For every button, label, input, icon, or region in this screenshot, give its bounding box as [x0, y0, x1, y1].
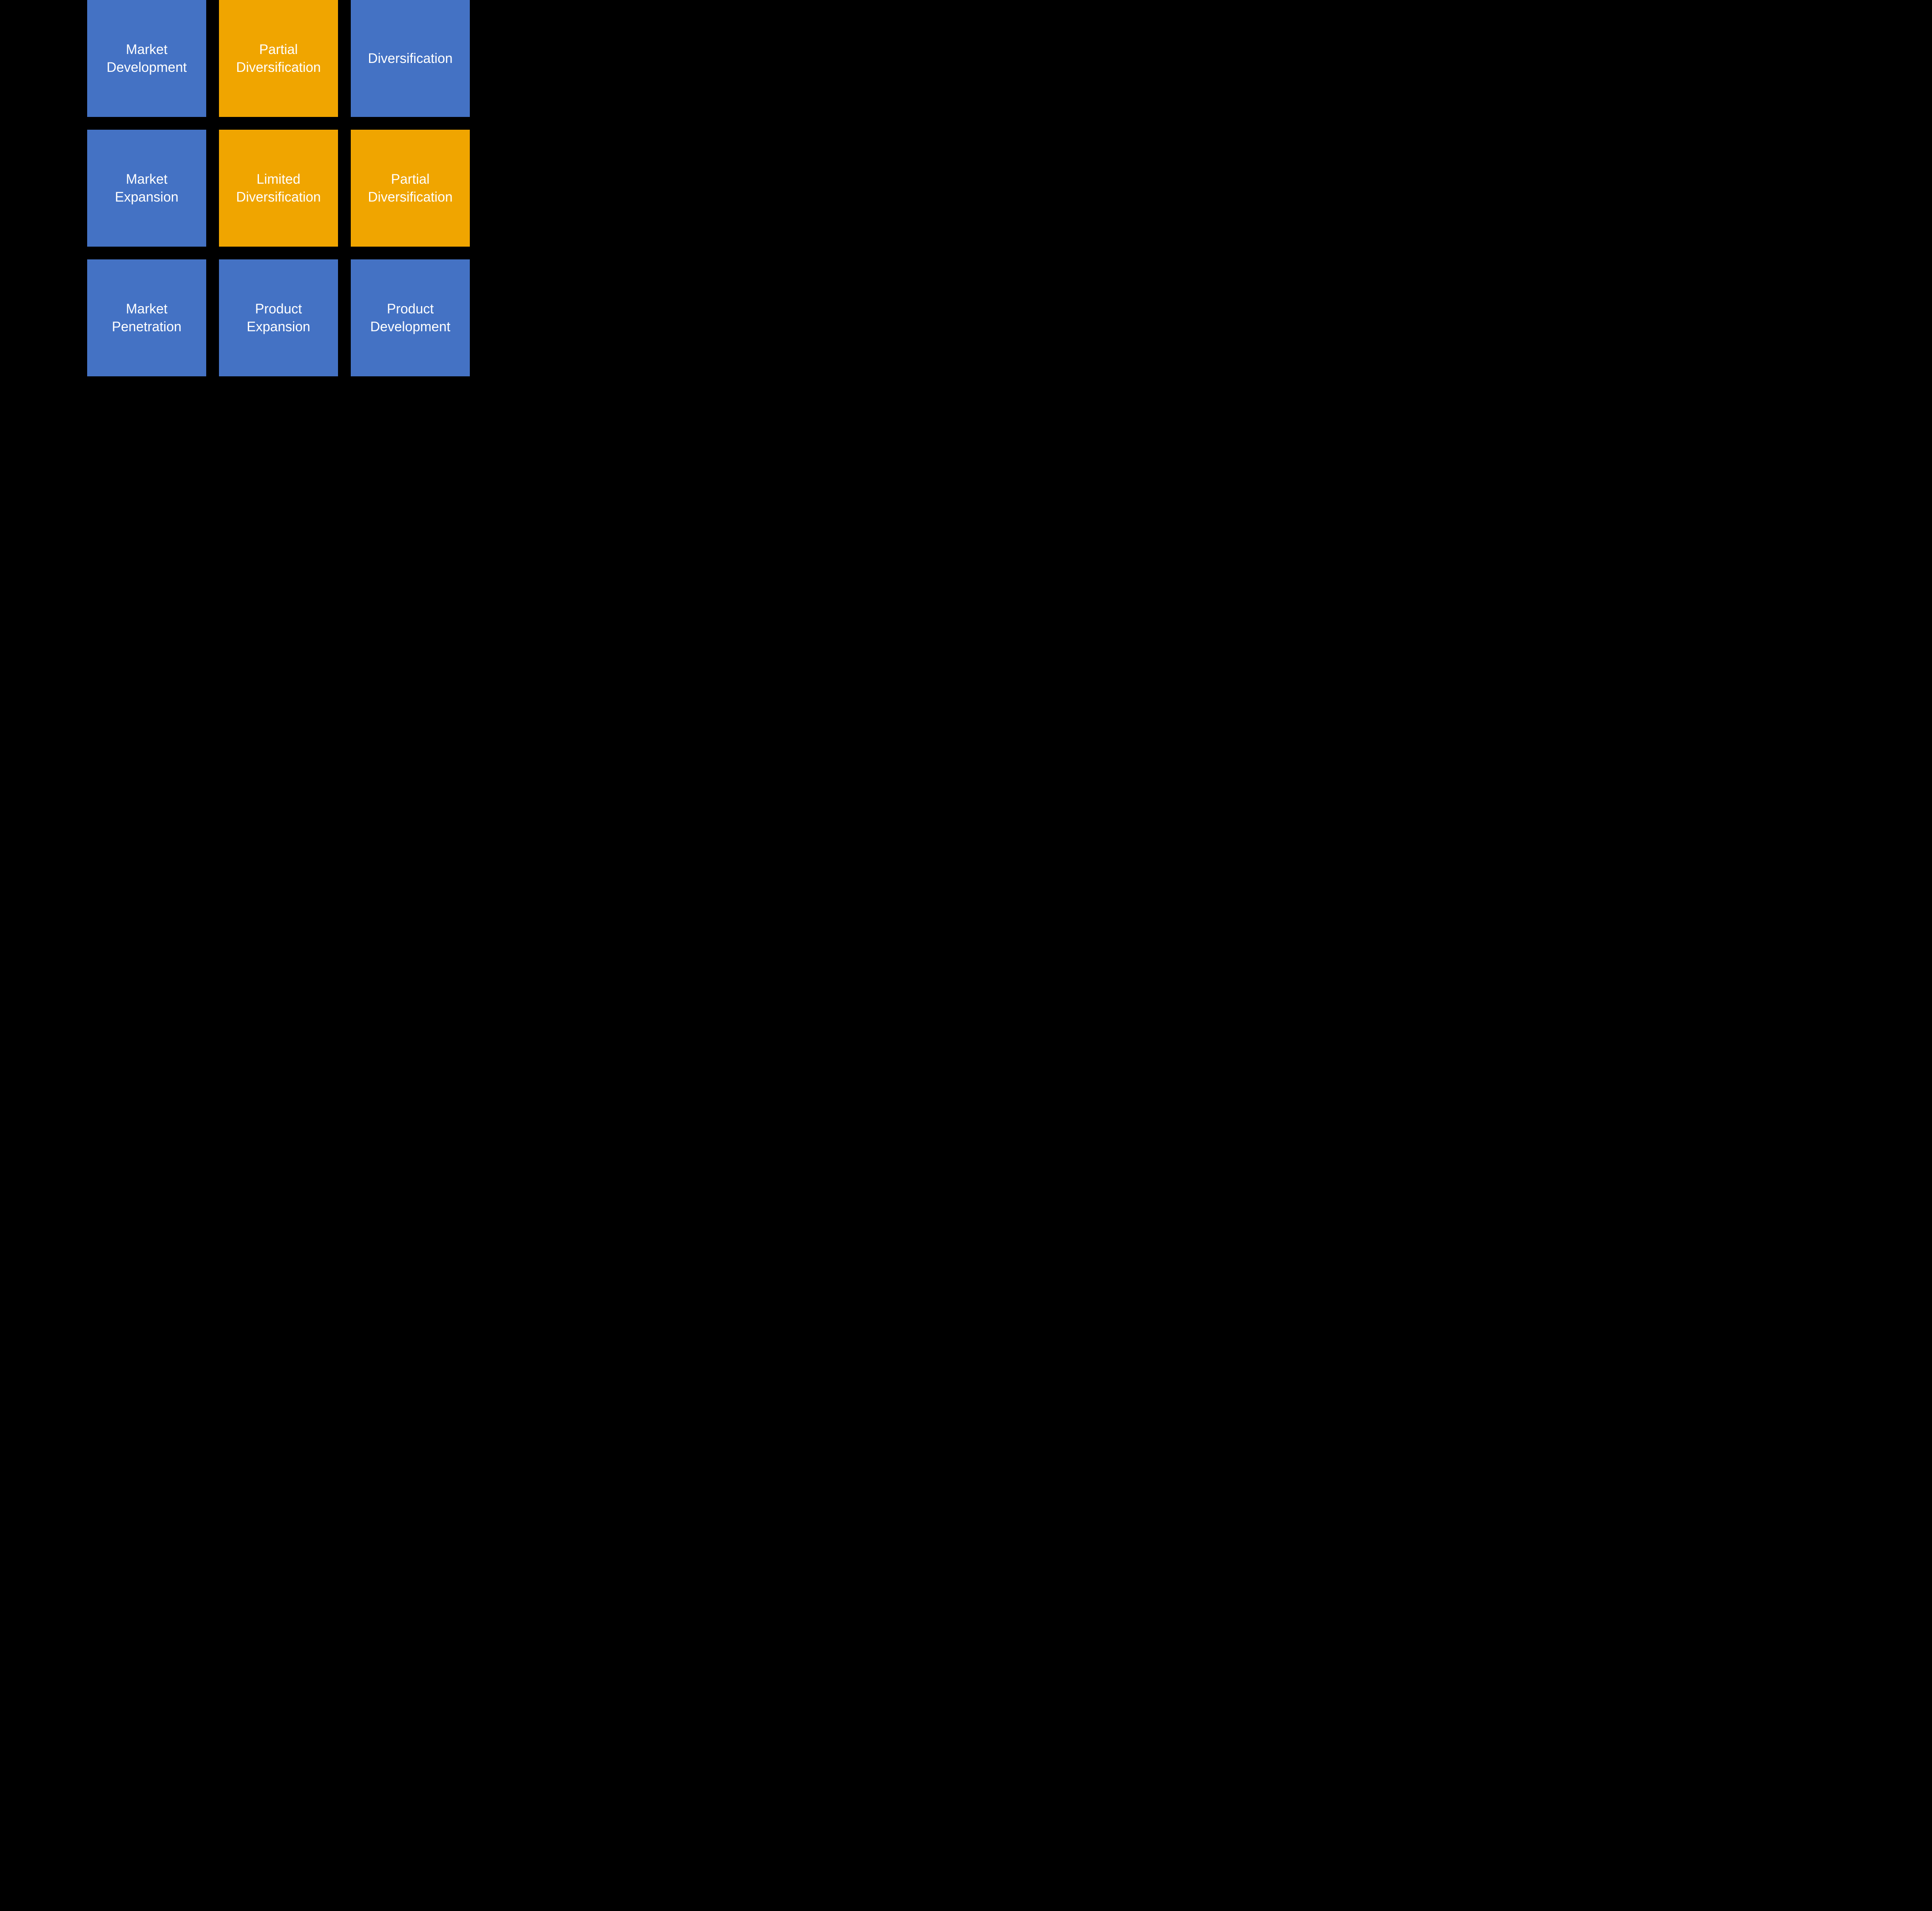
cell-partial-diversification-top: Partial Diversification	[219, 0, 338, 117]
cell-diversification: Diversification	[351, 0, 470, 117]
x-axis-label-existing: Existing	[85, 412, 204, 424]
x-axis-label-new: New	[349, 412, 468, 424]
cell-product-development: Product Development	[351, 259, 470, 376]
matrix-grid: Market Development Partial Diversificati…	[87, 0, 470, 376]
x-axis-title: Products and Services	[0, 442, 469, 456]
cell-partial-diversification-right: Partial Diversification	[351, 130, 470, 247]
x-axis-label-modified: Modified	[217, 412, 336, 424]
y-axis-title: Markets and Customers	[69, 169, 83, 295]
cell-limited-diversification: Limited Diversification	[219, 130, 338, 247]
y-axis-label-new: New	[54, 44, 65, 87]
ansoff-matrix: Markets and Customers New Expanded Exist…	[0, 0, 469, 464]
y-axis-label-existing: Existing	[54, 299, 65, 342]
cell-market-penetration: Market Penetration	[87, 259, 206, 376]
cell-market-development: Market Development	[87, 0, 206, 117]
cell-product-expansion: Product Expansion	[219, 259, 338, 376]
cell-market-expansion: Market Expansion	[87, 130, 206, 247]
y-axis-label-expanded: Expanded	[54, 172, 65, 214]
